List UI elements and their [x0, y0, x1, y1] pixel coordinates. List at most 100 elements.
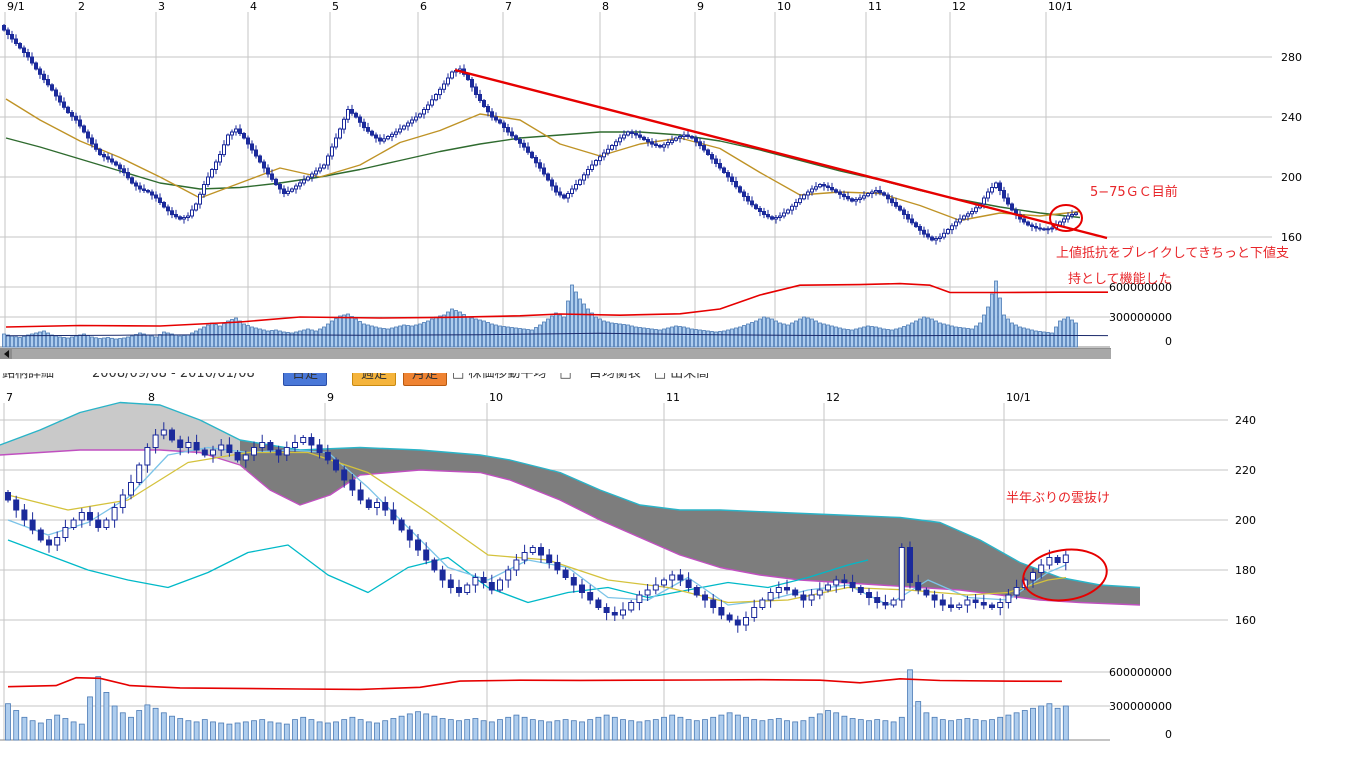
volume-bar [54, 335, 58, 348]
volume-bar [106, 337, 110, 348]
volume-bar [178, 335, 182, 348]
candle-body [990, 187, 994, 193]
candle-body [218, 444, 225, 451]
candle-body [102, 154, 106, 158]
candle-body [14, 38, 18, 44]
candle-body [685, 579, 692, 588]
volume-bar [439, 718, 446, 741]
price-axis-label: 160 [1235, 614, 1256, 627]
volume-bar [964, 718, 971, 741]
candle-body [439, 569, 446, 581]
volume-bar [38, 331, 42, 348]
candle-body [314, 170, 318, 175]
candle-body [718, 163, 722, 169]
volume-axis-label: 0 [1165, 728, 1172, 741]
candle-body [316, 444, 323, 453]
scrollbar-left-button[interactable] [0, 349, 12, 359]
candle-body [466, 73, 470, 81]
candle-body [822, 184, 826, 187]
volume-bar [95, 676, 102, 741]
volume-bar [834, 326, 838, 348]
volume-bar [1042, 331, 1046, 348]
candle-body [1070, 214, 1074, 217]
volume-bar [838, 327, 842, 348]
volume-bar [126, 336, 130, 348]
volume-bar [534, 327, 538, 348]
candle-body [808, 594, 815, 601]
candle-body [602, 152, 606, 158]
volume-bar [37, 722, 44, 741]
candle-body [406, 529, 413, 541]
volume-bar [658, 329, 662, 348]
annotation-support-line1: 上値抵抗をブレイクしてきちっと下値支 [1056, 246, 1289, 261]
volume-bar [462, 314, 466, 348]
volume-bar [669, 714, 676, 741]
volume-bar [398, 325, 402, 348]
volume-bar [742, 325, 746, 348]
volume-bar [542, 321, 546, 348]
candle-body [730, 176, 734, 182]
volume-bar [46, 719, 52, 741]
candle-body [334, 137, 338, 148]
volume-bar [678, 326, 682, 348]
month-label: 10/1 [1048, 0, 1073, 13]
candle-body [82, 125, 86, 133]
volume-bar [308, 719, 315, 741]
candle-body [566, 193, 570, 199]
candle-body [238, 128, 242, 134]
candle-body [833, 579, 840, 586]
volume-bar [456, 720, 462, 741]
volume-bar [292, 719, 298, 741]
candle-body [550, 179, 554, 187]
volume-bar [206, 324, 210, 348]
volume-bar [238, 320, 242, 348]
volume-bar [214, 324, 218, 348]
candle-body [190, 209, 194, 217]
candle-body [103, 519, 110, 528]
candle-body [1038, 564, 1045, 573]
candle-body [658, 145, 662, 148]
candle-body [857, 587, 864, 593]
candle-body [386, 136, 390, 140]
candle-body [46, 539, 52, 546]
volume-bar [314, 330, 318, 348]
volume-bar [910, 322, 914, 348]
volume-bar [86, 335, 90, 348]
resistance-trendline [454, 68, 1108, 240]
candle-body [826, 185, 830, 188]
volume-bar [898, 716, 905, 741]
candle-body [970, 211, 974, 215]
volume-bar [1014, 324, 1018, 348]
volume-bar [718, 714, 725, 741]
candle-body [46, 79, 50, 86]
candle-body [62, 527, 69, 538]
toolbar-chip-weekly[interactable]: 週足 [352, 373, 397, 386]
candle-body [438, 88, 442, 96]
candle-body [654, 143, 658, 146]
candle-body [402, 125, 406, 130]
horizontal-scrollbar[interactable] [0, 348, 1111, 359]
volume-bar [682, 326, 686, 348]
volume-bar [918, 318, 922, 348]
candle-body [431, 559, 438, 571]
volume-bar [902, 326, 906, 348]
candle-body [622, 134, 626, 139]
candle-body [986, 191, 990, 199]
volume-bar [587, 719, 594, 741]
candle-body [802, 194, 806, 200]
month-label: 6 [420, 0, 427, 13]
toolbar-chip-daily[interactable]: 日足 [283, 373, 328, 386]
candle-body [726, 614, 733, 621]
toolbar-chip-monthly[interactable]: 月足 [403, 373, 448, 386]
volume-bar [874, 326, 878, 348]
candle-body [514, 135, 518, 141]
volume-bar [970, 328, 974, 348]
volume-bar [570, 284, 574, 348]
volume-bar [274, 329, 278, 348]
volume-bar [300, 716, 307, 741]
candle-body [974, 207, 978, 213]
month-label: 8 [148, 391, 155, 404]
volume-bar [1054, 707, 1061, 741]
candle-body [365, 499, 372, 508]
month-label: 8 [602, 0, 609, 13]
